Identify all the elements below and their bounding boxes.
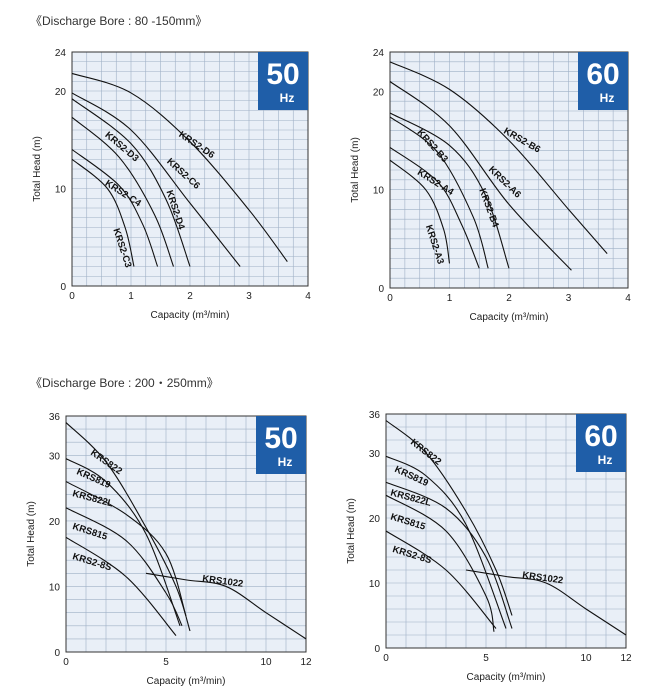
x-tick-label: 3 <box>566 293 572 304</box>
section-title-80-150: 《Discharge Bore : 80 -150mm》 <box>30 14 208 28</box>
x-tick-label: 2 <box>187 291 193 302</box>
hz-badge-number: 60 <box>586 58 619 91</box>
y-axis-label: Total Head (m) <box>32 136 43 202</box>
y-tick-label: 30 <box>369 449 381 460</box>
curve-krs2-a6 <box>389 81 572 271</box>
curve-krs2-8s <box>65 536 177 636</box>
chart-80-150-60hz: 0 1 2 3 4 0 10 20 24 Capacity (m³/min) Total Head … <box>350 48 631 323</box>
plot-frame <box>71 51 309 287</box>
curve-krs815 <box>385 494 495 632</box>
y-tick-label: 10 <box>49 582 61 593</box>
hz-badge-number: 50 <box>266 58 299 91</box>
x-tick-label: 3 <box>246 291 252 302</box>
x-tick-label: 1 <box>447 293 453 304</box>
curve-krs2-b3 <box>389 116 489 269</box>
curve-krs2-c3 <box>71 158 135 267</box>
y-tick-label: 24 <box>55 48 67 59</box>
x-tick-label: 0 <box>383 653 389 664</box>
x-axis-label: Capacity (m³/min) <box>467 672 546 683</box>
x-tick-label: 10 <box>580 653 592 664</box>
hz-badge-unit: Hz <box>600 91 615 105</box>
chart-200-250-50hz: 0 5 10 12 0 10 20 30 36 Capacity (m³/min) Total He… <box>26 412 312 687</box>
x-tick-label: 1 <box>128 291 134 302</box>
curve-krs1022 <box>145 572 307 640</box>
curve-krs815 <box>65 507 183 627</box>
curve-krs2-a4 <box>389 146 480 269</box>
y-axis-label: Total Head (m) <box>350 137 361 203</box>
hz-badge <box>578 52 628 110</box>
hz-badge <box>256 416 306 474</box>
x-tick-label: 5 <box>163 657 169 668</box>
curve-krs2-c6 <box>71 92 241 267</box>
y-tick-label: 10 <box>55 185 67 196</box>
y-tick-label: 20 <box>369 514 381 525</box>
x-tick-label: 12 <box>300 657 312 668</box>
y-tick-label: 0 <box>378 284 384 295</box>
x-tick-label: 0 <box>63 657 69 668</box>
y-axis-label: Total Head (m) <box>26 501 37 567</box>
hz-badge-number: 50 <box>264 422 297 455</box>
curve-krs822l <box>65 481 187 617</box>
x-axis-label: Capacity (m³/min) <box>470 312 549 323</box>
curve-krs2-d3 <box>71 116 174 267</box>
curve-krs822 <box>385 420 513 616</box>
y-tick-label: 20 <box>49 517 61 528</box>
hz-badge-unit: Hz <box>280 91 295 105</box>
hz-badge <box>258 52 308 110</box>
y-axis-label: Total Head (m) <box>346 498 357 564</box>
x-tick-label: 12 <box>620 653 632 664</box>
x-tick-label: 0 <box>387 293 393 304</box>
y-tick-label: 24 <box>373 48 385 59</box>
y-tick-label: 0 <box>60 282 66 293</box>
plot-frame <box>389 51 629 289</box>
plot-frame <box>65 415 307 653</box>
x-tick-label: 4 <box>305 291 311 302</box>
hz-badge-unit: Hz <box>598 453 613 467</box>
x-axis-label: Capacity (m³/min) <box>151 310 230 321</box>
hz-badge-unit: Hz <box>278 455 293 469</box>
curve-krs822l <box>385 481 513 629</box>
y-tick-label: 20 <box>55 87 67 98</box>
curve-krs2-c4 <box>71 149 159 267</box>
curve-krs822 <box>65 422 191 632</box>
x-tick-label: 0 <box>69 291 75 302</box>
chart-80-150-50hz: 0 1 2 3 4 0 10 20 24 Capacity (m³/min) Total Head … <box>32 48 311 321</box>
curve-krs819 <box>385 455 507 629</box>
y-tick-label: 30 <box>49 451 61 462</box>
x-tick-label: 4 <box>625 293 631 304</box>
chart-200-250-60hz: 0 5 10 12 0 10 20 30 36 Capacity (m³/min) Total He… <box>346 410 632 683</box>
hz-badge-number: 60 <box>584 420 617 453</box>
y-tick-label: 36 <box>49 412 61 423</box>
y-tick-label: 10 <box>369 579 381 590</box>
curve-krs2-8s <box>385 530 497 629</box>
curve-krs2-d6 <box>71 72 288 262</box>
curve-krs2-d4 <box>71 98 191 267</box>
curve-krs819 <box>65 458 181 626</box>
x-tick-label: 2 <box>506 293 512 304</box>
y-tick-label: 0 <box>374 644 380 655</box>
curve-krs2-a3 <box>389 159 451 264</box>
curve-krs2-b4 <box>389 112 510 269</box>
x-tick-label: 10 <box>260 657 272 668</box>
hz-badge <box>576 414 626 472</box>
y-tick-label: 10 <box>373 186 385 197</box>
curve-krs1022 <box>465 569 627 636</box>
section-title-200-250: 《Discharge Bore : 200・250mm》 <box>30 376 219 390</box>
y-tick-label: 20 <box>373 87 385 98</box>
x-axis-label: Capacity (m³/min) <box>147 676 226 687</box>
x-tick-label: 5 <box>483 653 489 664</box>
y-tick-label: 36 <box>369 410 381 421</box>
curve-krs2-b6 <box>389 61 608 254</box>
y-tick-label: 0 <box>54 648 60 659</box>
